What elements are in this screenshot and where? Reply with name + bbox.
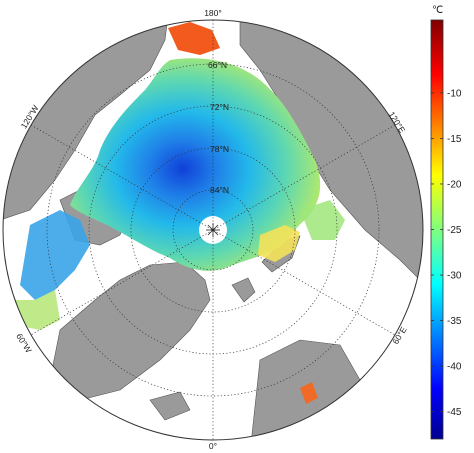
lat-label-78: 78°N <box>210 144 229 154</box>
colorbar-tick-label: -20 <box>447 179 462 190</box>
warm-patch-lower-right <box>300 382 318 404</box>
colorbar: ℃ -10 -15 -20 -25 -30 -35 -40 -45 <box>430 5 462 440</box>
lon-label-top: 180° <box>204 8 222 18</box>
colorbar-tick-label: -30 <box>447 271 462 282</box>
warm-patch-top <box>168 22 220 55</box>
sea-ice-field <box>70 58 321 271</box>
colorbar-tick-label: -35 <box>447 316 462 327</box>
colorbar-unit: ℃ <box>432 5 443 16</box>
colorbar-tick-label: -15 <box>447 134 462 145</box>
lat-circle-66 <box>46 63 380 397</box>
colorbar-tick-label: -45 <box>447 407 462 418</box>
sea-ice-kara <box>258 225 300 262</box>
pole-marker <box>206 223 220 237</box>
colorbar-tick-label: -25 <box>447 225 462 236</box>
lat-label-84: 84°N <box>210 185 229 195</box>
sea-ice-laptev <box>300 200 345 240</box>
lat-label-66: 66°N <box>208 60 227 70</box>
colorbar-tick-label: -40 <box>447 362 462 373</box>
land-svalbard <box>231 277 256 303</box>
land-iceland <box>149 391 191 421</box>
map-frame <box>2 19 424 441</box>
lat-label-72: 72°N <box>210 102 229 112</box>
lon-label-bottom: 0° <box>209 441 217 451</box>
sea-ice-baffin <box>20 210 90 300</box>
graticule <box>30 20 396 440</box>
colorbar-tick-label: -10 <box>447 88 462 99</box>
colorbar-ticks: -10 -15 -20 -25 -30 -35 -40 -45 <box>431 88 462 418</box>
lat-circle-78 <box>130 147 296 313</box>
